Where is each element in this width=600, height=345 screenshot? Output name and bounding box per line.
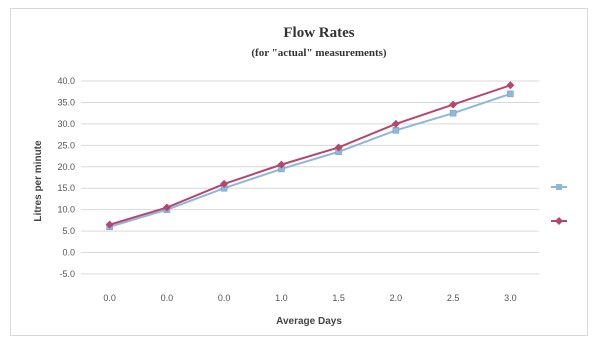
line-chart: Flow Rates (for "actual" measurements) A…	[33, 25, 567, 327]
legend-marker	[556, 184, 562, 190]
x-axis-title: Average Days	[276, 316, 342, 327]
x-tick-label: 0.0	[161, 293, 174, 303]
chart-frame: Flow Rates (for "actual" measurements) A…	[10, 8, 588, 336]
x-tick-label: 0.0	[103, 293, 116, 303]
y-tick-label: -5.0	[59, 269, 75, 279]
x-tick-label: 1.5	[332, 293, 345, 303]
series-layer	[105, 81, 515, 231]
chart-subtitle: (for "actual" measurements)	[251, 47, 387, 59]
series-line	[109, 92, 511, 228]
data-point	[277, 160, 286, 169]
x-tick-label: 2.0	[390, 293, 403, 303]
data-point	[105, 220, 114, 229]
y-tick-label: 30.0	[57, 119, 75, 129]
y-axis-title: Litres per minute	[33, 140, 44, 222]
data-point	[449, 109, 457, 117]
data-point	[449, 100, 458, 109]
data-point	[507, 90, 514, 98]
x-tick-labels: 0.0 0.0 0.0 1.0 1.5 2.0 2.5 3.0	[103, 293, 516, 303]
y-tick-label: 35.0	[57, 97, 75, 107]
x-tick-label: 2.5	[447, 293, 460, 303]
legend-marker	[555, 217, 563, 225]
legend	[551, 184, 567, 225]
series-line	[109, 84, 511, 226]
x-tick-label: 0.0	[218, 293, 231, 303]
gridlines	[81, 80, 539, 275]
data-point	[506, 81, 515, 90]
data-point	[162, 203, 171, 212]
y-tick-labels: -5.0 0.0 5.0 10.0 15.0 20.0 25.0 30.0 35.0 40.0	[57, 76, 75, 279]
y-tick-label: 20.0	[57, 162, 75, 172]
y-tick-label: 5.0	[62, 226, 75, 236]
x-tick-label: 1.0	[275, 293, 288, 303]
y-tick-label: 40.0	[57, 76, 75, 86]
chart-title: Flow Rates	[283, 25, 354, 41]
x-tick-label: 3.0	[504, 293, 517, 303]
y-tick-label: 10.0	[57, 205, 75, 215]
y-tick-label: 15.0	[57, 183, 75, 193]
y-tick-label: 25.0	[57, 140, 75, 150]
data-point	[334, 143, 343, 152]
y-tick-label: 0.0	[62, 248, 75, 258]
data-point	[392, 127, 400, 134]
data-point	[391, 119, 400, 128]
data-point	[220, 179, 229, 188]
